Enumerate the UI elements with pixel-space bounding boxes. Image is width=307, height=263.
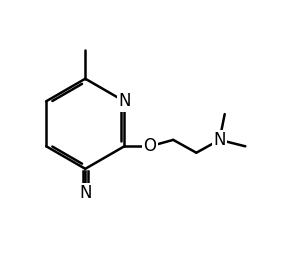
- Text: N: N: [118, 92, 130, 110]
- Text: N: N: [79, 184, 91, 202]
- Text: O: O: [144, 137, 157, 155]
- Text: N: N: [213, 131, 226, 149]
